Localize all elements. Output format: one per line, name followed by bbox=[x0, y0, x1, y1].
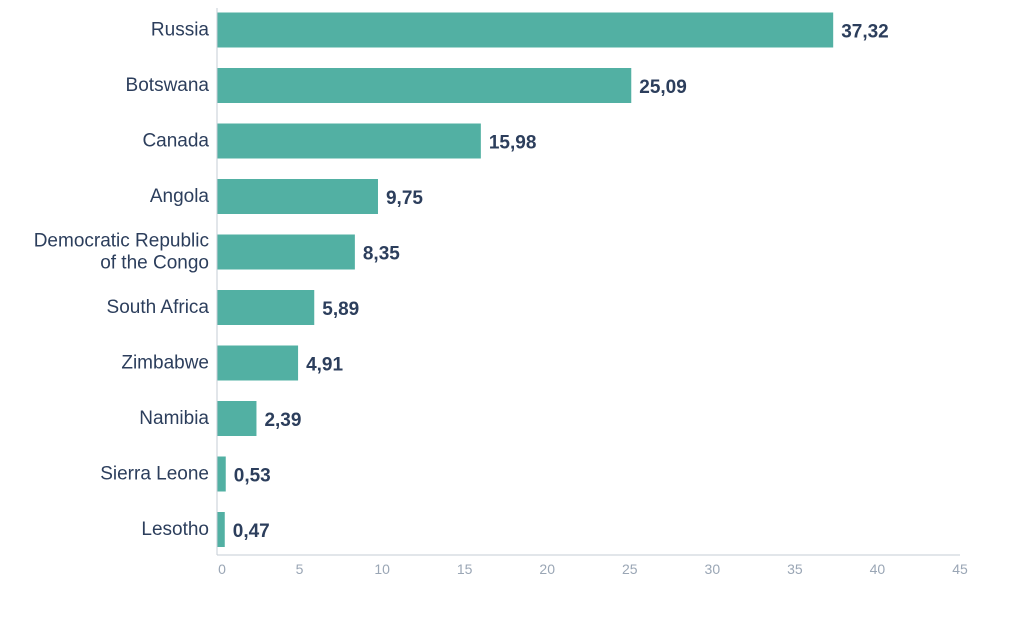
value-label: 8,35 bbox=[363, 244, 400, 265]
x-tick-label: 15 bbox=[457, 561, 473, 577]
category-label: Sierra Leone bbox=[100, 464, 209, 485]
category-label: Lesotho bbox=[141, 519, 209, 540]
x-tick-label: 20 bbox=[539, 561, 555, 577]
bar bbox=[217, 401, 257, 436]
category-label: Botswana bbox=[126, 75, 210, 96]
value-label: 37,32 bbox=[841, 22, 889, 43]
category-label: Zimbabwe bbox=[121, 353, 209, 374]
x-tick-label: 40 bbox=[870, 561, 886, 577]
category-label: Russia bbox=[151, 20, 210, 41]
x-tick-label: 45 bbox=[952, 561, 968, 577]
x-tick-label: 5 bbox=[296, 561, 304, 577]
category-label: Democratic Republic bbox=[34, 231, 209, 252]
category-label: Canada bbox=[142, 131, 209, 152]
category-label: South Africa bbox=[107, 297, 210, 318]
value-label: 9,75 bbox=[386, 188, 423, 209]
x-tick-label: 35 bbox=[787, 561, 803, 577]
value-label: 0,47 bbox=[233, 521, 270, 542]
category-label: Angola bbox=[150, 186, 210, 207]
category-labels-layer: Russia Botswana Canada Angola Democratic Rep… bbox=[34, 20, 210, 541]
x-tick-label: 30 bbox=[705, 561, 721, 577]
bar bbox=[217, 123, 481, 159]
bar bbox=[217, 12, 834, 48]
value-label: 2,39 bbox=[264, 410, 301, 431]
category-label: of the Congo bbox=[100, 253, 209, 274]
value-label: 15,98 bbox=[489, 133, 537, 154]
bar bbox=[217, 456, 226, 492]
bar bbox=[217, 345, 299, 381]
value-label: 4,91 bbox=[306, 355, 343, 376]
value-label: 5,89 bbox=[322, 299, 359, 320]
x-axis: 0 5 10 15 20 25 30 35 40 45 bbox=[216, 8, 968, 577]
value-labels-layer: 37,32 25,09 15,98 9,75 8,35 5,89 4,91 2,39 0,53 0… bbox=[233, 22, 889, 543]
bar bbox=[217, 179, 378, 214]
x-tick-label: 0 bbox=[218, 561, 226, 577]
bars-layer bbox=[217, 12, 834, 547]
bar bbox=[217, 234, 355, 270]
category-label: Namibia bbox=[139, 408, 209, 429]
x-tick-label: 10 bbox=[374, 561, 390, 577]
bar bbox=[217, 290, 315, 325]
bar bbox=[217, 68, 632, 103]
x-tick-label: 25 bbox=[622, 561, 638, 577]
bar bbox=[217, 512, 225, 547]
value-label: 0,53 bbox=[234, 466, 271, 487]
value-label: 25,09 bbox=[639, 77, 687, 98]
